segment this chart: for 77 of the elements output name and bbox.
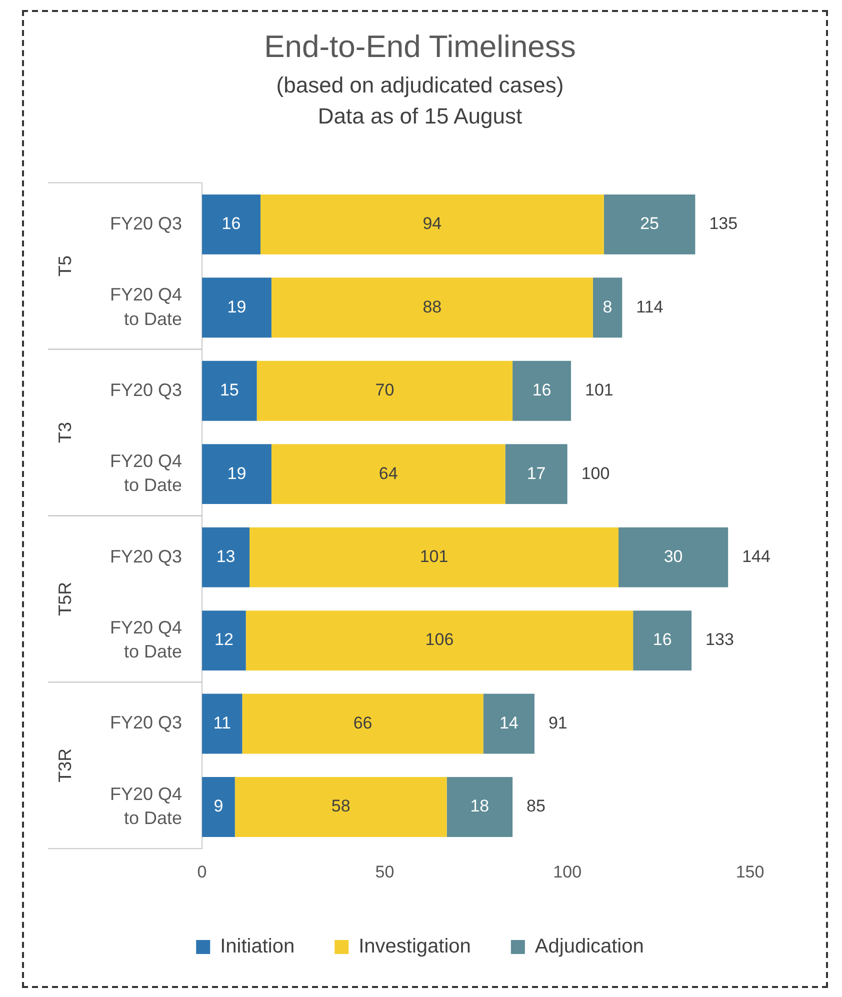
text: T3R	[54, 748, 75, 782]
data-label: 19	[227, 464, 246, 483]
bar	[483, 694, 534, 754]
total-label: 91	[548, 713, 568, 732]
data-label: 15	[220, 380, 239, 400]
total-label: 101	[585, 380, 614, 400]
y-tick-label: FY20 Q4 to Date	[110, 450, 182, 496]
total-label: 100	[581, 464, 610, 483]
bar	[592, 278, 622, 338]
y-tick-label: FY20 Q3	[110, 213, 182, 234]
data-label: 88	[422, 297, 442, 316]
bar	[202, 694, 242, 754]
x-tick-label: 50	[375, 862, 394, 882]
bar	[250, 527, 618, 588]
bar	[202, 194, 260, 254]
total-label: 133	[706, 630, 734, 650]
total-label: 114	[636, 297, 664, 316]
bar	[242, 694, 484, 754]
bar	[256, 360, 513, 421]
x-tick-label: 150	[736, 862, 764, 882]
data-label: 17	[526, 464, 546, 483]
bar	[202, 527, 250, 588]
bar	[446, 777, 513, 837]
data-label: 58	[331, 796, 350, 816]
bar	[246, 610, 634, 670]
data-label: 14	[499, 713, 518, 732]
y-tick-label: FY20 Q4 to Date	[110, 617, 182, 662]
legend-label: Investigation	[358, 936, 471, 958]
bar	[202, 777, 235, 837]
data-label: 8	[602, 297, 612, 316]
data-label: 66	[353, 713, 372, 732]
text: T5R	[54, 582, 75, 616]
data-label: 9	[214, 796, 224, 816]
bar	[618, 527, 728, 588]
bar	[202, 278, 272, 338]
bar	[271, 278, 593, 338]
data-label: 25	[640, 214, 659, 234]
bar	[202, 444, 272, 504]
y-tick-label: FY20 Q3	[110, 712, 182, 733]
data-label: 13	[216, 547, 236, 566]
bar	[234, 777, 447, 837]
bar	[260, 194, 604, 254]
bar	[604, 194, 696, 254]
data-label: 18	[470, 796, 490, 816]
data-label: 19	[227, 297, 246, 316]
bar	[512, 360, 571, 421]
data-label: 106	[425, 630, 454, 650]
bar	[271, 444, 506, 504]
y-tick-label: FY20 Q4 to Date	[110, 784, 182, 828]
bar	[202, 360, 257, 421]
data-label: 16	[222, 214, 241, 234]
y-tick-label: FY20 Q4 to Date	[110, 284, 182, 329]
text: T5	[54, 256, 75, 277]
legend-label: Initiation	[220, 936, 295, 958]
bar	[633, 610, 692, 670]
data-label: 70	[375, 380, 394, 400]
x-tick-label: 100	[553, 862, 582, 882]
data-label: 30	[664, 547, 683, 566]
bar	[202, 610, 246, 670]
data-label: 101	[420, 547, 448, 566]
data-label: 16	[532, 380, 552, 400]
data-label: 16	[652, 630, 672, 650]
text: T3	[54, 422, 75, 443]
y-tick-label: FY20 Q3	[110, 546, 182, 566]
total-label: 85	[526, 796, 546, 816]
chart-subtitle: (based on adjudicated cases) Data as of 15 August	[276, 72, 564, 128]
data-label: 12	[214, 630, 234, 650]
total-label: 135	[709, 214, 738, 234]
x-tick-label: 0	[197, 862, 207, 882]
data-label: 94	[422, 214, 442, 234]
bar	[505, 444, 568, 504]
y-tick-label: FY20 Q3	[110, 380, 182, 400]
total-label: 144	[742, 547, 770, 566]
data-label: 11	[213, 713, 231, 732]
data-label: 64	[378, 464, 398, 483]
legend-label: Adjudication	[534, 936, 644, 958]
chart-title: End-to-End Timeliness	[264, 29, 576, 64]
